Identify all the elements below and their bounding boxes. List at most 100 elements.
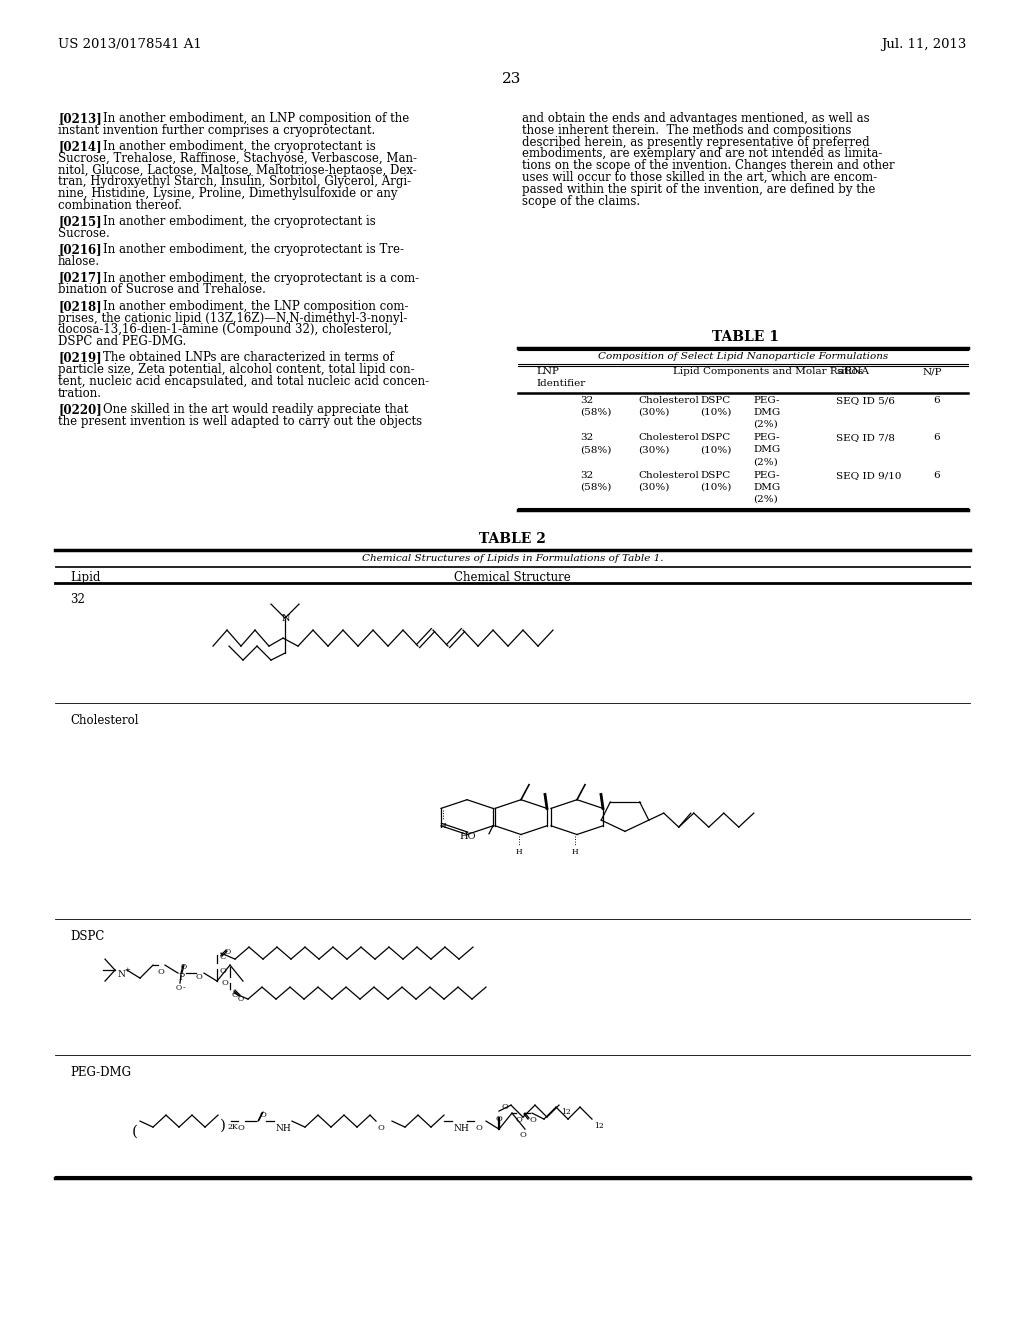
Text: 6: 6 — [933, 471, 940, 480]
Text: (30%): (30%) — [638, 408, 670, 417]
Text: (2%): (2%) — [753, 495, 778, 503]
Text: 6: 6 — [933, 433, 940, 442]
Text: NH: NH — [454, 1125, 470, 1133]
Text: O: O — [530, 1117, 537, 1125]
Text: Cholesterol: Cholesterol — [638, 396, 698, 405]
Text: prises, the cationic lipid (13Z,16Z)—N,N-dimethyl-3-nonyl-: prises, the cationic lipid (13Z,16Z)—N,N… — [58, 312, 408, 325]
Text: DSPC: DSPC — [70, 931, 104, 942]
Text: Jul. 11, 2013: Jul. 11, 2013 — [881, 38, 966, 51]
Text: Cholesterol: Cholesterol — [638, 433, 698, 442]
Text: In another embodiment, the LNP composition com-: In another embodiment, the LNP compositi… — [103, 300, 409, 313]
Text: O: O — [495, 1115, 502, 1123]
Text: bination of Sucrose and Trehalose.: bination of Sucrose and Trehalose. — [58, 284, 266, 297]
Text: US 2013/0178541 A1: US 2013/0178541 A1 — [58, 38, 202, 51]
Text: H: H — [439, 822, 446, 830]
Text: Lipid Components and Molar Ratios: Lipid Components and Molar Ratios — [673, 367, 863, 376]
Text: [0213]: [0213] — [58, 112, 101, 125]
Text: Cholesterol: Cholesterol — [70, 714, 138, 727]
Text: H: H — [516, 849, 522, 857]
Text: 12: 12 — [594, 1122, 604, 1130]
Text: PEG-: PEG- — [753, 471, 779, 480]
Text: tration.: tration. — [58, 387, 102, 400]
Text: (58%): (58%) — [580, 445, 611, 454]
Text: O: O — [238, 1125, 245, 1133]
Text: In another embodiment, an LNP composition of the: In another embodiment, an LNP compositio… — [103, 112, 410, 125]
Text: Sucrose.: Sucrose. — [58, 227, 110, 240]
Text: O: O — [238, 995, 244, 1003]
Text: +: + — [124, 966, 130, 974]
Text: TABLE 2: TABLE 2 — [478, 532, 546, 545]
Text: DSPC: DSPC — [700, 471, 730, 480]
Text: O: O — [181, 964, 187, 972]
Text: In another embodiment, the cryoprotectant is Tre-: In another embodiment, the cryoprotectan… — [103, 243, 404, 256]
Text: 6: 6 — [933, 396, 940, 405]
Text: In another embodiment, the cryoprotectant is a com-: In another embodiment, the cryoprotectan… — [103, 272, 419, 285]
Text: [0218]: [0218] — [58, 300, 101, 313]
Text: those inherent therein.  The methods and compositions: those inherent therein. The methods and … — [522, 124, 851, 137]
Text: Chemical Structures of Lipids in Formulations of Table 1.: Chemical Structures of Lipids in Formula… — [361, 554, 664, 562]
Text: [0216]: [0216] — [58, 243, 101, 256]
Text: SEQ ID 5/6: SEQ ID 5/6 — [836, 396, 895, 405]
Text: Sucrose, Trehalose, Raffinose, Stachyose, Verbascose, Man-: Sucrose, Trehalose, Raffinose, Stachyose… — [58, 152, 417, 165]
Text: combination thereof.: combination thereof. — [58, 199, 182, 213]
Text: O: O — [196, 973, 203, 981]
Text: The obtained LNPs are characterized in terms of: The obtained LNPs are characterized in t… — [103, 351, 394, 364]
Text: -: - — [183, 985, 185, 993]
Text: LNP: LNP — [536, 367, 559, 376]
Text: N/P: N/P — [923, 367, 942, 376]
Text: C: C — [219, 953, 225, 961]
Text: DMG: DMG — [753, 445, 780, 454]
Text: O: O — [378, 1125, 385, 1133]
Text: C: C — [232, 991, 239, 999]
Text: 12: 12 — [561, 1107, 570, 1117]
Text: [0220]: [0220] — [58, 403, 101, 416]
Text: O: O — [219, 968, 226, 975]
Text: DSPC and PEG-DMG.: DSPC and PEG-DMG. — [58, 335, 186, 348]
Text: tions on the scope of the invention. Changes therein and other: tions on the scope of the invention. Cha… — [522, 160, 895, 172]
Text: TABLE 1: TABLE 1 — [713, 330, 779, 345]
Text: [0215]: [0215] — [58, 215, 101, 228]
Text: PEG-: PEG- — [753, 396, 779, 405]
Text: DSPC: DSPC — [700, 433, 730, 442]
Text: In another embodiment, the cryoprotectant is: In another embodiment, the cryoprotectan… — [103, 215, 376, 228]
Text: 32: 32 — [580, 433, 593, 442]
Text: (: ( — [132, 1125, 138, 1139]
Text: tran, Hydroxyethyl Starch, Insulin, Sorbitol, Glycerol, Argi-: tran, Hydroxyethyl Starch, Insulin, Sorb… — [58, 176, 411, 189]
Text: ): ) — [220, 1119, 226, 1133]
Text: halose.: halose. — [58, 255, 100, 268]
Text: In another embodiment, the cryoprotectant is: In another embodiment, the cryoprotectan… — [103, 140, 376, 153]
Text: PEG-DMG: PEG-DMG — [70, 1067, 131, 1078]
Text: One skilled in the art would readily appreciate that: One skilled in the art would readily app… — [103, 403, 409, 416]
Text: passed within the spirit of the invention, are defined by the: passed within the spirit of the inventio… — [522, 182, 876, 195]
Text: described herein, as presently representative of preferred: described herein, as presently represent… — [522, 136, 869, 149]
Text: (10%): (10%) — [700, 445, 731, 454]
Text: Identifier: Identifier — [536, 379, 586, 388]
Text: particle size, Zeta potential, alcohol content, total lipid con-: particle size, Zeta potential, alcohol c… — [58, 363, 415, 376]
Text: 23: 23 — [503, 73, 521, 86]
Text: N: N — [117, 970, 125, 979]
Text: O: O — [501, 1104, 508, 1111]
Text: Lipid: Lipid — [70, 572, 100, 585]
Text: [0219]: [0219] — [58, 351, 101, 364]
Text: instant invention further comprises a cryoprotectant.: instant invention further comprises a cr… — [58, 124, 375, 137]
Text: (10%): (10%) — [700, 483, 731, 492]
Text: Composition of Select Lipid Nanoparticle Formulations: Composition of Select Lipid Nanoparticle… — [598, 352, 888, 360]
Text: O: O — [520, 1131, 527, 1139]
Text: embodiments, are exemplary and are not intended as limita-: embodiments, are exemplary and are not i… — [522, 148, 883, 161]
Text: SEQ ID 9/10: SEQ ID 9/10 — [836, 471, 901, 480]
Text: docosa-13,16-dien-1-amine (Compound 32), cholesterol,: docosa-13,16-dien-1-amine (Compound 32),… — [58, 323, 392, 337]
Text: 32: 32 — [580, 396, 593, 405]
Text: O: O — [260, 1111, 267, 1119]
Text: PEG-: PEG- — [753, 433, 779, 442]
Text: (58%): (58%) — [580, 408, 611, 417]
Text: O: O — [225, 948, 231, 956]
Text: the present invention is well adapted to carry out the objects: the present invention is well adapted to… — [58, 414, 422, 428]
Text: (30%): (30%) — [638, 445, 670, 454]
Text: 32: 32 — [70, 593, 85, 606]
Text: (58%): (58%) — [580, 483, 611, 492]
Text: [0214]: [0214] — [58, 140, 101, 153]
Text: HO: HO — [459, 833, 475, 841]
Text: DSPC: DSPC — [700, 396, 730, 405]
Text: uses will occur to those skilled in the art, which are encom-: uses will occur to those skilled in the … — [522, 172, 878, 183]
Text: NH: NH — [276, 1125, 292, 1133]
